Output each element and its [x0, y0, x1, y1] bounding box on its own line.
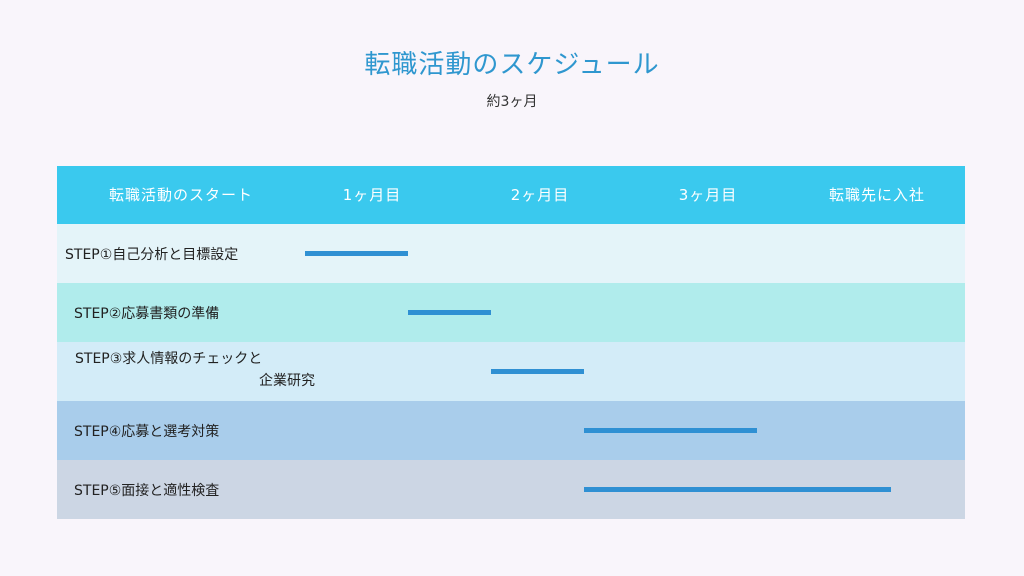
- step-bar-3: [490, 369, 584, 374]
- step-bar-5: [583, 487, 891, 492]
- step-label-5: STEP⑤面接と適性検査: [74, 482, 220, 499]
- step-row-4: STEP④応募と選考対策: [57, 401, 965, 460]
- step-label-3: STEP③求人情報のチェックと 企業研究: [75, 342, 315, 407]
- schedule-table: 転職活動のスタート 1ヶ月目 2ヶ月目 3ヶ月目 転職先に入社 STEP①自己分…: [57, 166, 965, 519]
- step-label-3-line2: 企業研究: [259, 373, 315, 389]
- step-bar-1: [305, 251, 408, 256]
- header-row: 転職活動のスタート 1ヶ月目 2ヶ月目 3ヶ月目 転職先に入社: [57, 166, 965, 224]
- chart-title: 転職活動のスケジュール: [364, 50, 660, 80]
- step-bar-2: [407, 310, 491, 315]
- header-start: 転職活動のスタート: [108, 186, 253, 204]
- step-label-1: STEP①自己分析と目標設定: [65, 246, 239, 263]
- step-row-5: STEP⑤面接と適性検査: [57, 460, 965, 519]
- chart-subtitle: 約3ヶ月: [486, 94, 538, 110]
- step-label-3-line1: STEP③求人情報のチェックと: [75, 351, 263, 367]
- step-label-4: STEP④応募と選考対策: [74, 423, 220, 440]
- step-row-3: STEP③求人情報のチェックと 企業研究: [57, 342, 965, 401]
- step-label-2: STEP②応募書類の準備: [74, 305, 220, 322]
- header-month-1: 1ヶ月目: [342, 186, 402, 204]
- header-month-2: 2ヶ月目: [510, 186, 570, 204]
- step-row-2: STEP②応募書類の準備: [57, 283, 965, 342]
- header-join: 転職先に入社: [828, 186, 925, 204]
- step-bar-4: [583, 428, 757, 433]
- step-row-1: STEP①自己分析と目標設定: [57, 224, 965, 283]
- header-month-3: 3ヶ月目: [678, 186, 738, 204]
